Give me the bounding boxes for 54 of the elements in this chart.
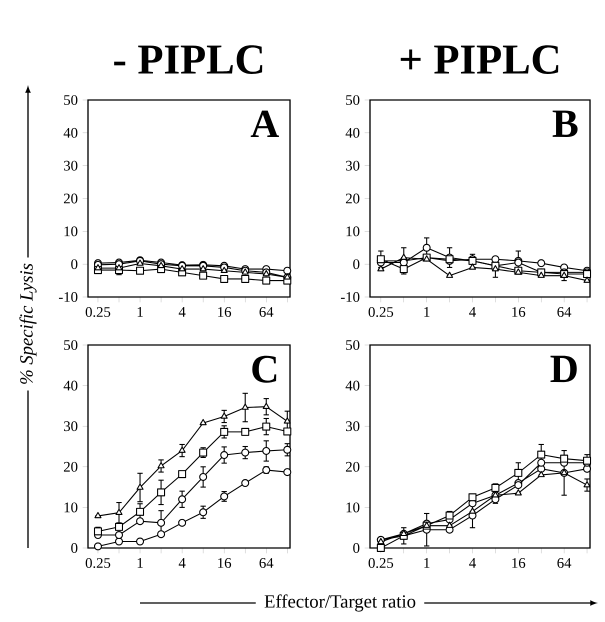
x-tick-label: 64: [260, 307, 274, 317]
y-tick-label: 30: [346, 160, 360, 171]
chart-title: - PIPLC: [114, 45, 262, 74]
y-tick-label: 40: [346, 380, 360, 391]
y-axis-title: % Specific Lysis: [19, 264, 37, 384]
y-tick-label: 0: [353, 543, 360, 553]
y-tick-label: 50: [64, 340, 78, 350]
y-tick-label: -10: [340, 292, 360, 302]
x-tick-label: 1: [424, 558, 430, 568]
x-tick-label: 4: [178, 558, 186, 568]
y-tick-label: 40: [346, 128, 360, 138]
chart-title: + PIPLC: [400, 45, 558, 74]
x-tick-label: 0.25: [368, 307, 394, 318]
x-axis-title: Effector/Target ratio: [264, 594, 416, 612]
x-tick-label: 0.25: [86, 558, 110, 568]
annotation: D: [550, 356, 577, 382]
annotation: B: [552, 110, 578, 137]
x-tick-label: 1: [138, 558, 143, 568]
x-tick-label: 0.25: [86, 307, 110, 318]
y-tick-label: 0: [71, 543, 78, 553]
y-tick-label: 40: [64, 380, 78, 391]
y-tick-label: -10: [58, 292, 78, 302]
x-tick-label: 4: [178, 307, 186, 317]
y-tick-label: 20: [64, 194, 78, 204]
y-tick-label: 10: [64, 502, 78, 512]
y-tick-label: 20: [346, 194, 360, 204]
y-tick-label: 20: [64, 462, 78, 472]
y-tick-label: 10: [346, 502, 360, 512]
y-tick-label: 40: [64, 128, 78, 138]
y-tick-label: 30: [346, 421, 360, 432]
y-tick-label: 0: [71, 259, 78, 270]
y-tick-label: 30: [64, 160, 78, 171]
y-tick-label: 50: [64, 95, 78, 105]
x-tick-label: 64: [557, 558, 572, 568]
x-tick-label: 64: [260, 558, 274, 568]
y-tick-label: 20: [346, 462, 360, 472]
y-tick-label: 50: [346, 95, 360, 105]
x-tick-label: 1: [138, 307, 143, 317]
x-tick-label: 64: [557, 307, 572, 317]
x-tick-label: 0.25: [368, 558, 394, 568]
x-tick-label: 4: [469, 307, 476, 317]
x-tick-label: 4: [469, 558, 476, 568]
y-tick-label: 10: [346, 226, 360, 236]
annotation: A: [250, 110, 279, 138]
y-tick-label: 30: [64, 421, 78, 432]
x-tick-label: 16: [512, 558, 526, 568]
x-tick-label: 16: [218, 558, 232, 568]
x-tick-label: 16: [512, 307, 526, 317]
y-tick-label: 10: [64, 226, 78, 236]
annotation: C: [252, 356, 276, 383]
x-tick-label: 16: [218, 307, 232, 317]
y-tick-label: 50: [346, 340, 360, 350]
x-tick-label: 1: [424, 307, 430, 317]
y-tick-label: 0: [353, 259, 360, 270]
